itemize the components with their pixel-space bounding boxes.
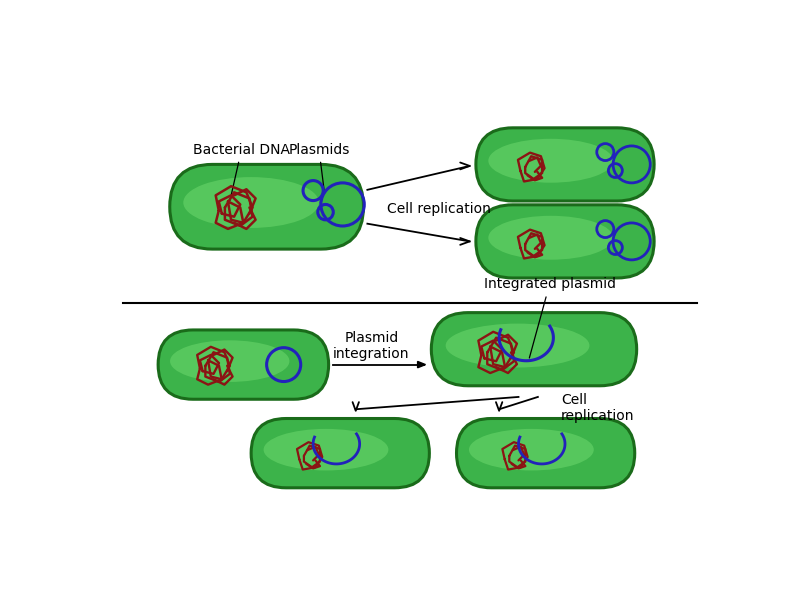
FancyBboxPatch shape bbox=[170, 164, 363, 249]
Ellipse shape bbox=[170, 340, 290, 382]
Text: Integrated plasmid: Integrated plasmid bbox=[483, 277, 615, 358]
Polygon shape bbox=[418, 361, 426, 368]
FancyBboxPatch shape bbox=[158, 330, 329, 399]
Ellipse shape bbox=[488, 216, 613, 260]
Text: Bacterial DNA: Bacterial DNA bbox=[193, 143, 290, 200]
Text: Cell replication: Cell replication bbox=[386, 202, 490, 216]
FancyBboxPatch shape bbox=[457, 419, 634, 488]
FancyBboxPatch shape bbox=[476, 205, 654, 278]
Text: Plasmids: Plasmids bbox=[288, 143, 350, 193]
Text: Cell
replication: Cell replication bbox=[561, 393, 634, 423]
FancyBboxPatch shape bbox=[431, 313, 637, 386]
Ellipse shape bbox=[469, 429, 594, 470]
Text: Plasmid
integration: Plasmid integration bbox=[333, 331, 410, 361]
FancyBboxPatch shape bbox=[476, 128, 654, 201]
FancyBboxPatch shape bbox=[251, 419, 430, 488]
Ellipse shape bbox=[488, 139, 613, 182]
Ellipse shape bbox=[183, 177, 319, 228]
Ellipse shape bbox=[446, 323, 590, 367]
Ellipse shape bbox=[264, 429, 388, 470]
